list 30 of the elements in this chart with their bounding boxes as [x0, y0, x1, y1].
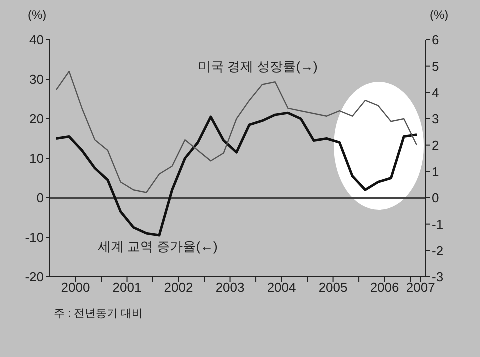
y2-tick-label: 6 — [432, 32, 440, 48]
x-tick-label: 2000 — [61, 280, 90, 295]
x-tick-label: 2005 — [318, 280, 348, 295]
y-tick-label: 0 — [36, 190, 44, 206]
x-tick-label: 2004 — [267, 280, 296, 295]
x-tick-label: 2007 — [406, 280, 436, 295]
y-tick-label: 10 — [30, 151, 44, 166]
y2-axis-title: (%) — [430, 8, 449, 22]
y2-tick-label: 1 — [432, 164, 440, 180]
text: 주 : 전년동기 대비 — [54, 307, 144, 321]
x-tick-label: 2002 — [164, 280, 194, 295]
series-label: 세계 교역 증가율(←) — [98, 238, 218, 256]
y2-tick-label: 3 — [432, 112, 440, 127]
line-series — [55, 112, 418, 237]
y2-tick-label: 0 — [432, 190, 440, 206]
y-tick-label: -20 — [25, 270, 44, 285]
y2-tick-label: -2 — [432, 243, 444, 258]
y2-tick-label: -1 — [432, 216, 444, 232]
y-tick-label: 40 — [30, 32, 44, 48]
y-tick-label: 20 — [30, 112, 44, 127]
y-tick-label: 30 — [30, 72, 44, 88]
x-tick-label: 2001 — [112, 280, 142, 295]
y-tick-label: -10 — [25, 230, 44, 246]
y2-tick-label: 2 — [432, 138, 440, 153]
y2-tick-label: 4 — [432, 85, 440, 100]
x-tick-label: 2006 — [370, 280, 400, 295]
y2-tick-label: 5 — [432, 58, 440, 74]
series-label: 미국 경제 성장률(→) — [198, 58, 318, 76]
y-axis-title: (%) — [28, 8, 47, 22]
x-tick-label: 2003 — [216, 280, 245, 295]
